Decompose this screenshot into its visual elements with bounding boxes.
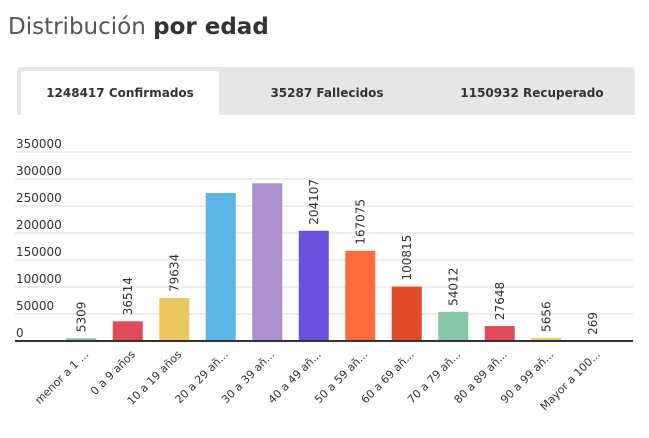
- bar: [345, 250, 376, 341]
- y-tick-label: 300000: [16, 164, 62, 178]
- y-tick-label: 200000: [16, 218, 62, 232]
- tab-confirmados[interactable]: 1248417 Confirmados: [21, 71, 219, 115]
- x-tick-label: 0 a 9 años: [88, 348, 138, 398]
- data-label: 27648: [493, 282, 507, 320]
- data-label: 167075: [353, 199, 367, 245]
- bar: [205, 193, 236, 341]
- tab-recuperado[interactable]: 1150932 Recuperado: [460, 86, 604, 100]
- data-label: 79634: [167, 254, 181, 292]
- data-label: 36514: [121, 277, 135, 315]
- y-tick-label: 0: [16, 326, 24, 340]
- bar: [112, 321, 143, 341]
- data-label: 269: [586, 312, 600, 335]
- bar: [66, 338, 97, 341]
- bar: [159, 297, 190, 341]
- data-label: 5309: [74, 302, 88, 333]
- data-label: 54012: [446, 268, 460, 306]
- data-label: 204107: [307, 179, 321, 225]
- data-label: 100815: [400, 235, 414, 281]
- x-tick-label: menor a 1 ...: [32, 348, 91, 407]
- bar: [438, 311, 469, 341]
- bar: [298, 230, 329, 341]
- y-tick-label: 350000: [16, 137, 62, 151]
- y-tick-label: 150000: [16, 245, 62, 259]
- bar: [484, 326, 515, 341]
- tab-fallecidos[interactable]: 35287 Fallecidos: [270, 86, 384, 100]
- data-label: 5656: [539, 301, 553, 332]
- bar: [252, 183, 283, 341]
- y-tick-label: 100000: [16, 272, 62, 286]
- tab-bar: 1248417 Confirmados 35287 Fallecidos 115…: [17, 67, 635, 115]
- page-title: Distribución por edad: [8, 14, 269, 40]
- y-tick-label: 50000: [16, 299, 54, 313]
- page-title-bold: por edad: [153, 14, 269, 40]
- bar: [531, 337, 562, 341]
- bar: [391, 286, 422, 341]
- page-title-light: Distribución: [8, 14, 154, 40]
- y-tick-label: 250000: [16, 191, 62, 205]
